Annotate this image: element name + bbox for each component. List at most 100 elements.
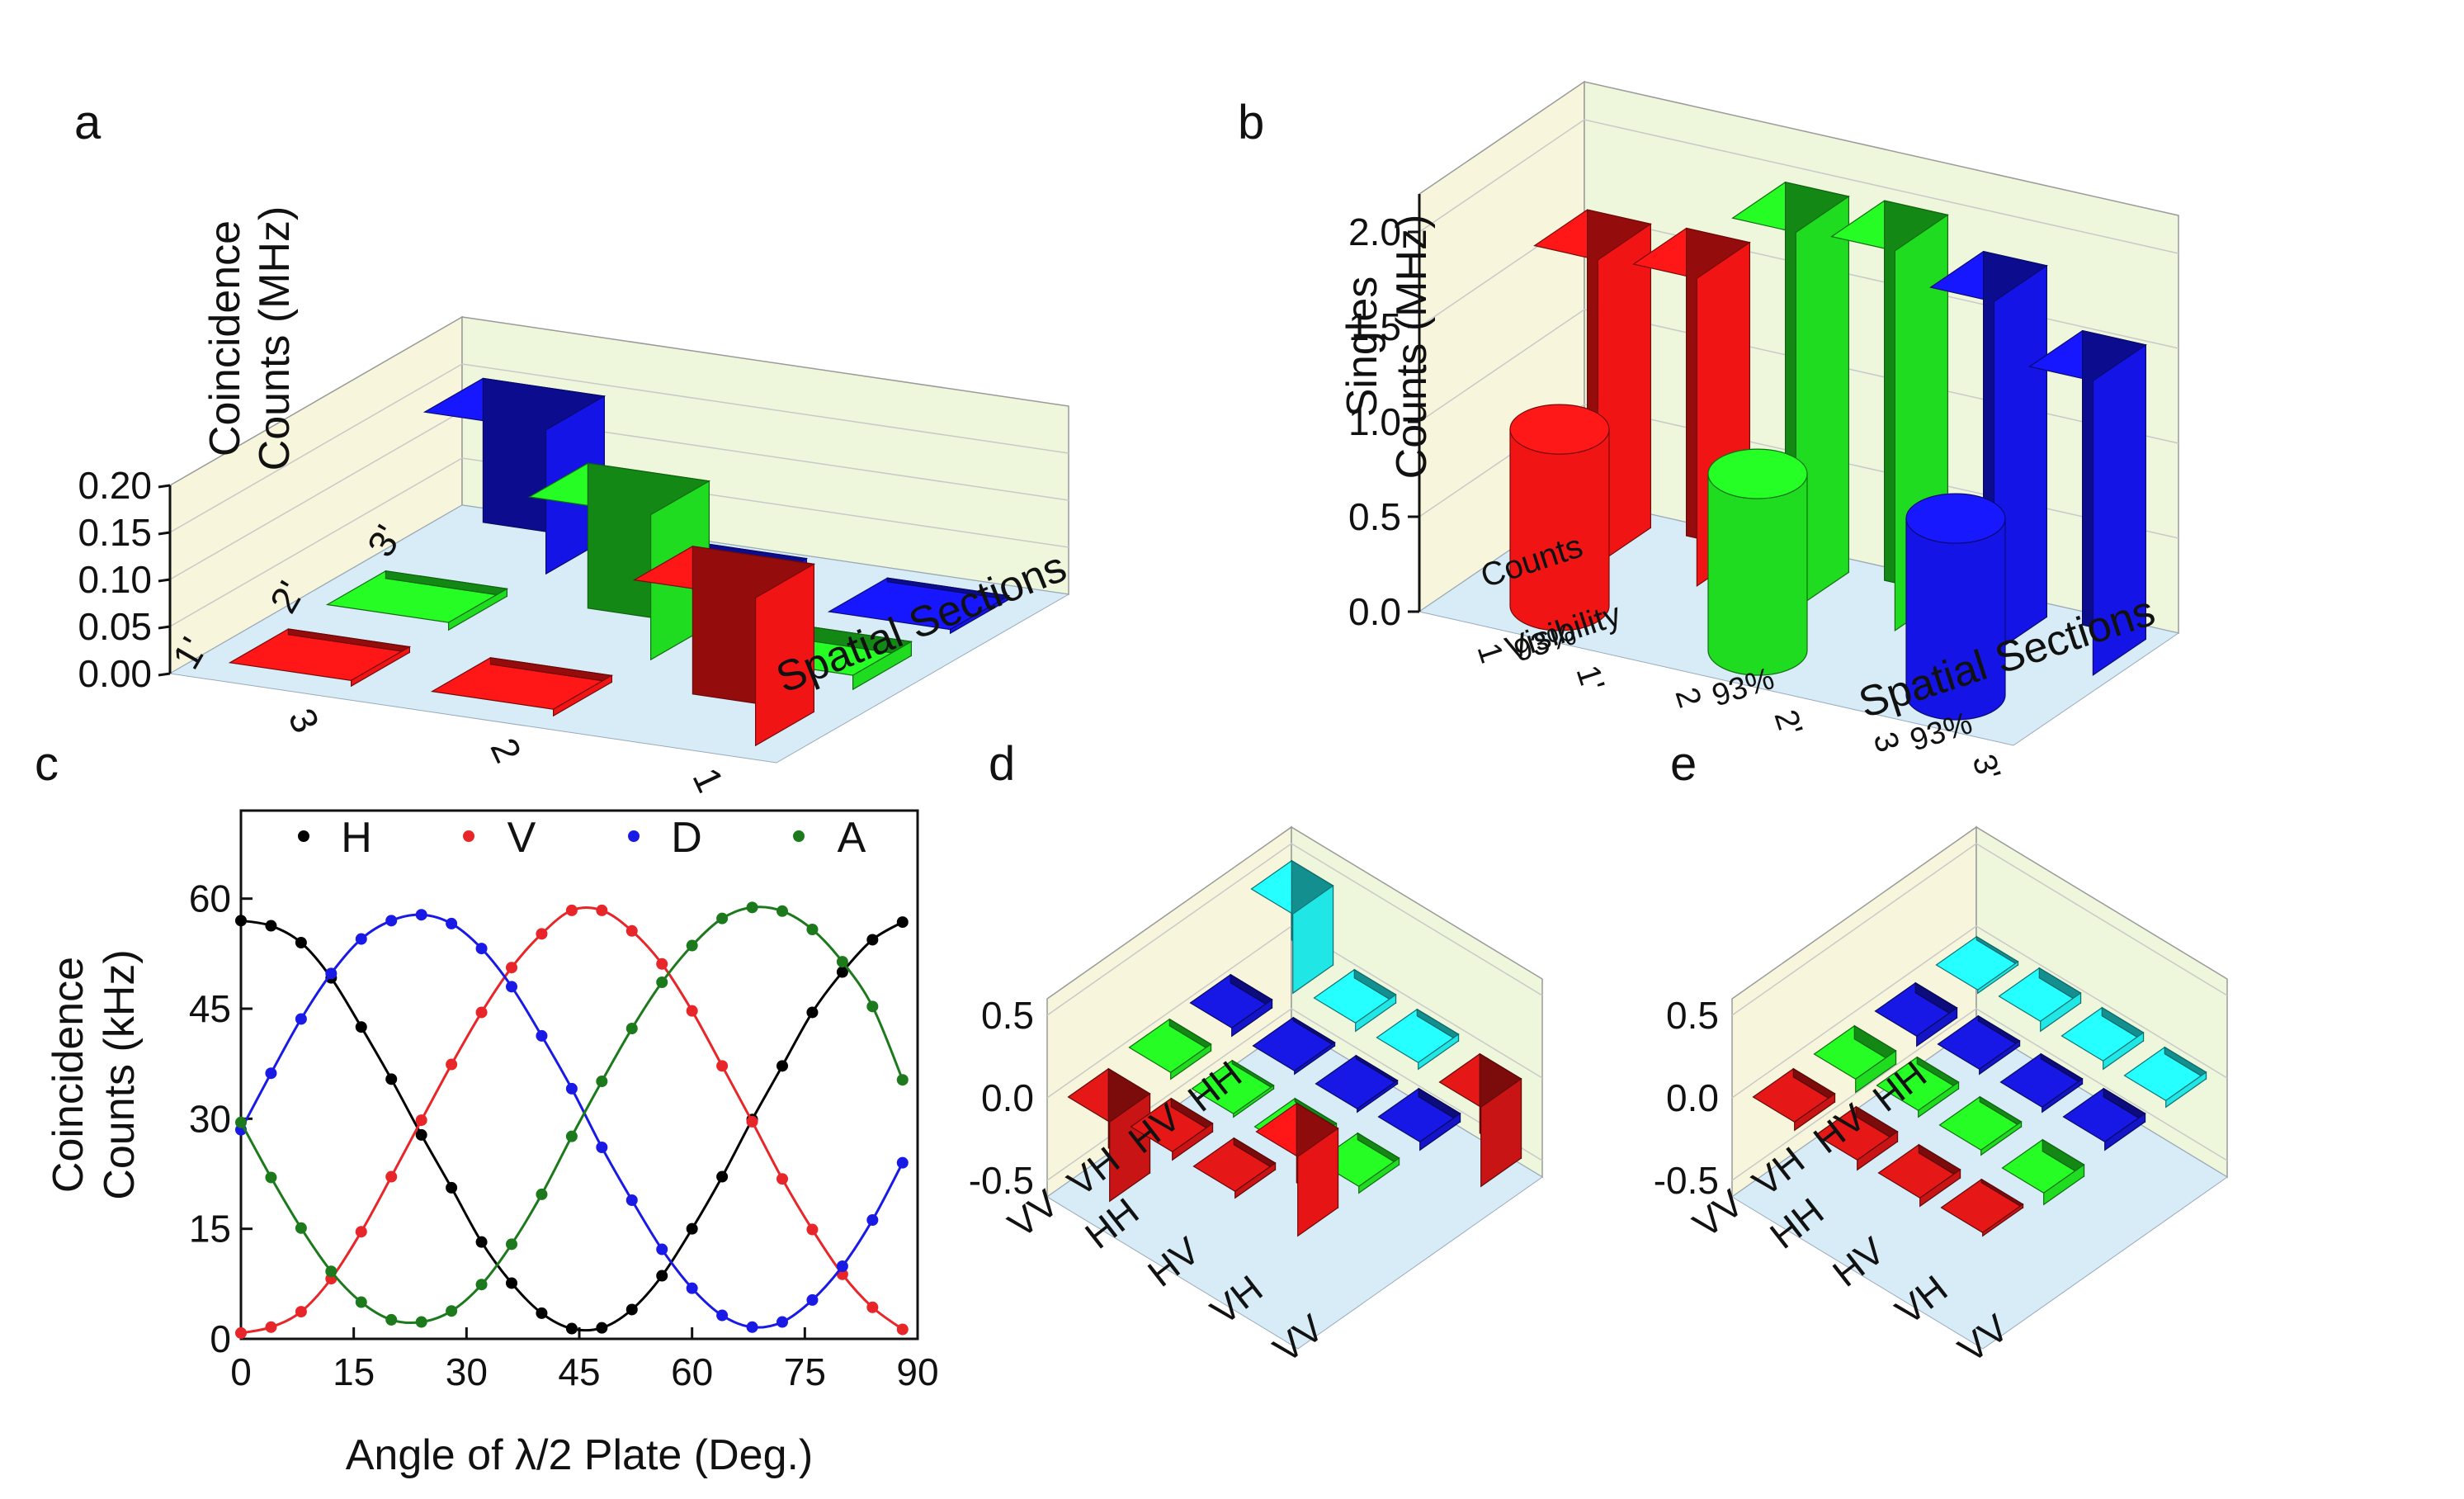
point-D bbox=[596, 1142, 607, 1153]
point-D bbox=[385, 915, 397, 926]
z-tick-mark bbox=[158, 674, 170, 675]
point-A bbox=[626, 1023, 638, 1034]
y-axis-title-line1: Coincidence bbox=[45, 957, 92, 1193]
panel-c-chart: c0 15 30 45 60 75 90015304560CoincidenceCounts… bbox=[35, 737, 939, 1479]
point-V bbox=[235, 1327, 247, 1339]
legend-label-H: H bbox=[341, 814, 372, 862]
point-A bbox=[476, 1279, 488, 1290]
point-V bbox=[476, 1006, 488, 1018]
z-axis-title-line1: Singles bbox=[1338, 277, 1386, 418]
point-V bbox=[626, 925, 638, 937]
point-D bbox=[295, 1013, 307, 1024]
y-tick-label: 60 bbox=[189, 877, 231, 920]
panel-label-c: c bbox=[35, 737, 59, 791]
panel-a-chart: a0.000.050.100.150.20CoincidenceCounts (… bbox=[74, 96, 1073, 798]
point-D bbox=[566, 1083, 578, 1095]
point-V bbox=[747, 1116, 758, 1128]
cylinder-body bbox=[1708, 474, 1807, 675]
point-A bbox=[897, 1074, 909, 1085]
point-H bbox=[866, 934, 878, 945]
point-V bbox=[866, 1302, 878, 1313]
point-V bbox=[566, 905, 578, 916]
legend-marker-H bbox=[298, 830, 309, 842]
z-tick-label: 0.10 bbox=[78, 558, 152, 601]
panel-b-chart: b93%93%93%0.00.51.01.52.0SinglesCounts (… bbox=[1238, 82, 2178, 785]
point-D bbox=[446, 918, 457, 929]
point-V bbox=[506, 962, 517, 973]
z-tick-label: 0.0 bbox=[1666, 1076, 1719, 1119]
point-V bbox=[776, 1173, 788, 1185]
point-H bbox=[656, 1270, 668, 1282]
point-D bbox=[716, 1310, 728, 1322]
point-A bbox=[446, 1305, 457, 1317]
point-A bbox=[866, 1000, 878, 1012]
x-category-label: 3 bbox=[1866, 728, 1906, 757]
z-tick-label: 0.0 bbox=[981, 1076, 1034, 1119]
visibility-cylinder bbox=[1708, 449, 1807, 675]
point-V bbox=[536, 928, 547, 939]
point-A bbox=[596, 1076, 607, 1087]
y-axis-title: CoincidenceCounts (kHz) bbox=[45, 949, 144, 1199]
point-V bbox=[897, 1323, 909, 1335]
legend-marker-D bbox=[628, 830, 640, 842]
point-D bbox=[687, 1283, 698, 1294]
point-V bbox=[806, 1224, 818, 1236]
x-category-label: 1 bbox=[684, 761, 732, 798]
cylinder-top bbox=[1708, 449, 1807, 499]
point-H bbox=[716, 1171, 728, 1183]
y-tick-label: 0 bbox=[210, 1317, 231, 1360]
legend-label-A: A bbox=[838, 814, 866, 862]
x-axis-title: Angle of λ/2 Plate (Deg.) bbox=[346, 1431, 814, 1479]
z-axis-title-line2: Counts (MHz) bbox=[1388, 215, 1436, 480]
legend-marker-V bbox=[463, 830, 474, 842]
point-D bbox=[897, 1157, 909, 1169]
point-H bbox=[506, 1277, 517, 1289]
x-tick-label: 45 bbox=[558, 1350, 600, 1393]
panel-e-chart: e-0.50.00.5HHHVVHVV HHHVVHVV bbox=[1654, 737, 2227, 1371]
point-D bbox=[416, 909, 427, 920]
point-A bbox=[747, 901, 758, 913]
point-H bbox=[776, 1060, 788, 1071]
point-D bbox=[656, 1244, 668, 1255]
point-D bbox=[776, 1317, 788, 1328]
legend-marker-A bbox=[793, 830, 805, 842]
y-tick-label: 30 bbox=[189, 1097, 231, 1140]
x-tick-label: 90 bbox=[896, 1350, 938, 1393]
point-V bbox=[596, 905, 607, 916]
point-D bbox=[747, 1322, 758, 1333]
point-D bbox=[837, 1260, 848, 1272]
point-A bbox=[566, 1131, 578, 1142]
panel-label-b: b bbox=[1238, 96, 1264, 149]
x-category-label: 2 bbox=[482, 731, 530, 768]
point-V bbox=[295, 1306, 307, 1317]
point-H bbox=[536, 1307, 547, 1319]
z-tick-label: 0.05 bbox=[78, 605, 152, 648]
z-axis-title-line2: Counts (MHz) bbox=[251, 206, 299, 471]
z-tick-mark bbox=[158, 579, 170, 581]
point-H bbox=[687, 1223, 698, 1235]
z-tick-label: 0.00 bbox=[78, 652, 152, 695]
point-H bbox=[446, 1182, 457, 1194]
point-V bbox=[687, 1005, 698, 1017]
point-D bbox=[506, 981, 517, 992]
x-category-label: 1' bbox=[1569, 661, 1611, 696]
point-D bbox=[536, 1030, 547, 1042]
cylinder-body bbox=[1510, 429, 1609, 631]
point-H bbox=[385, 1073, 397, 1085]
point-A bbox=[776, 906, 788, 917]
z-tick-label: 0.15 bbox=[78, 511, 152, 554]
point-H bbox=[566, 1323, 578, 1335]
point-A bbox=[806, 924, 818, 935]
z-tick-label: 0.0 bbox=[1348, 590, 1401, 633]
z-tick-mark bbox=[158, 485, 170, 487]
point-A bbox=[235, 1117, 247, 1128]
y-axis-title-line2: Counts (kHz) bbox=[96, 949, 144, 1199]
point-D bbox=[265, 1067, 276, 1079]
point-A bbox=[265, 1171, 276, 1183]
x-tick-label: 30 bbox=[446, 1350, 488, 1393]
z-tick-label: 0.5 bbox=[981, 994, 1034, 1037]
legend-label-V: V bbox=[507, 814, 536, 862]
panel-label-e: e bbox=[1670, 737, 1697, 791]
point-V bbox=[446, 1059, 457, 1071]
z-axis-title-line1: Coincidence bbox=[201, 220, 249, 456]
